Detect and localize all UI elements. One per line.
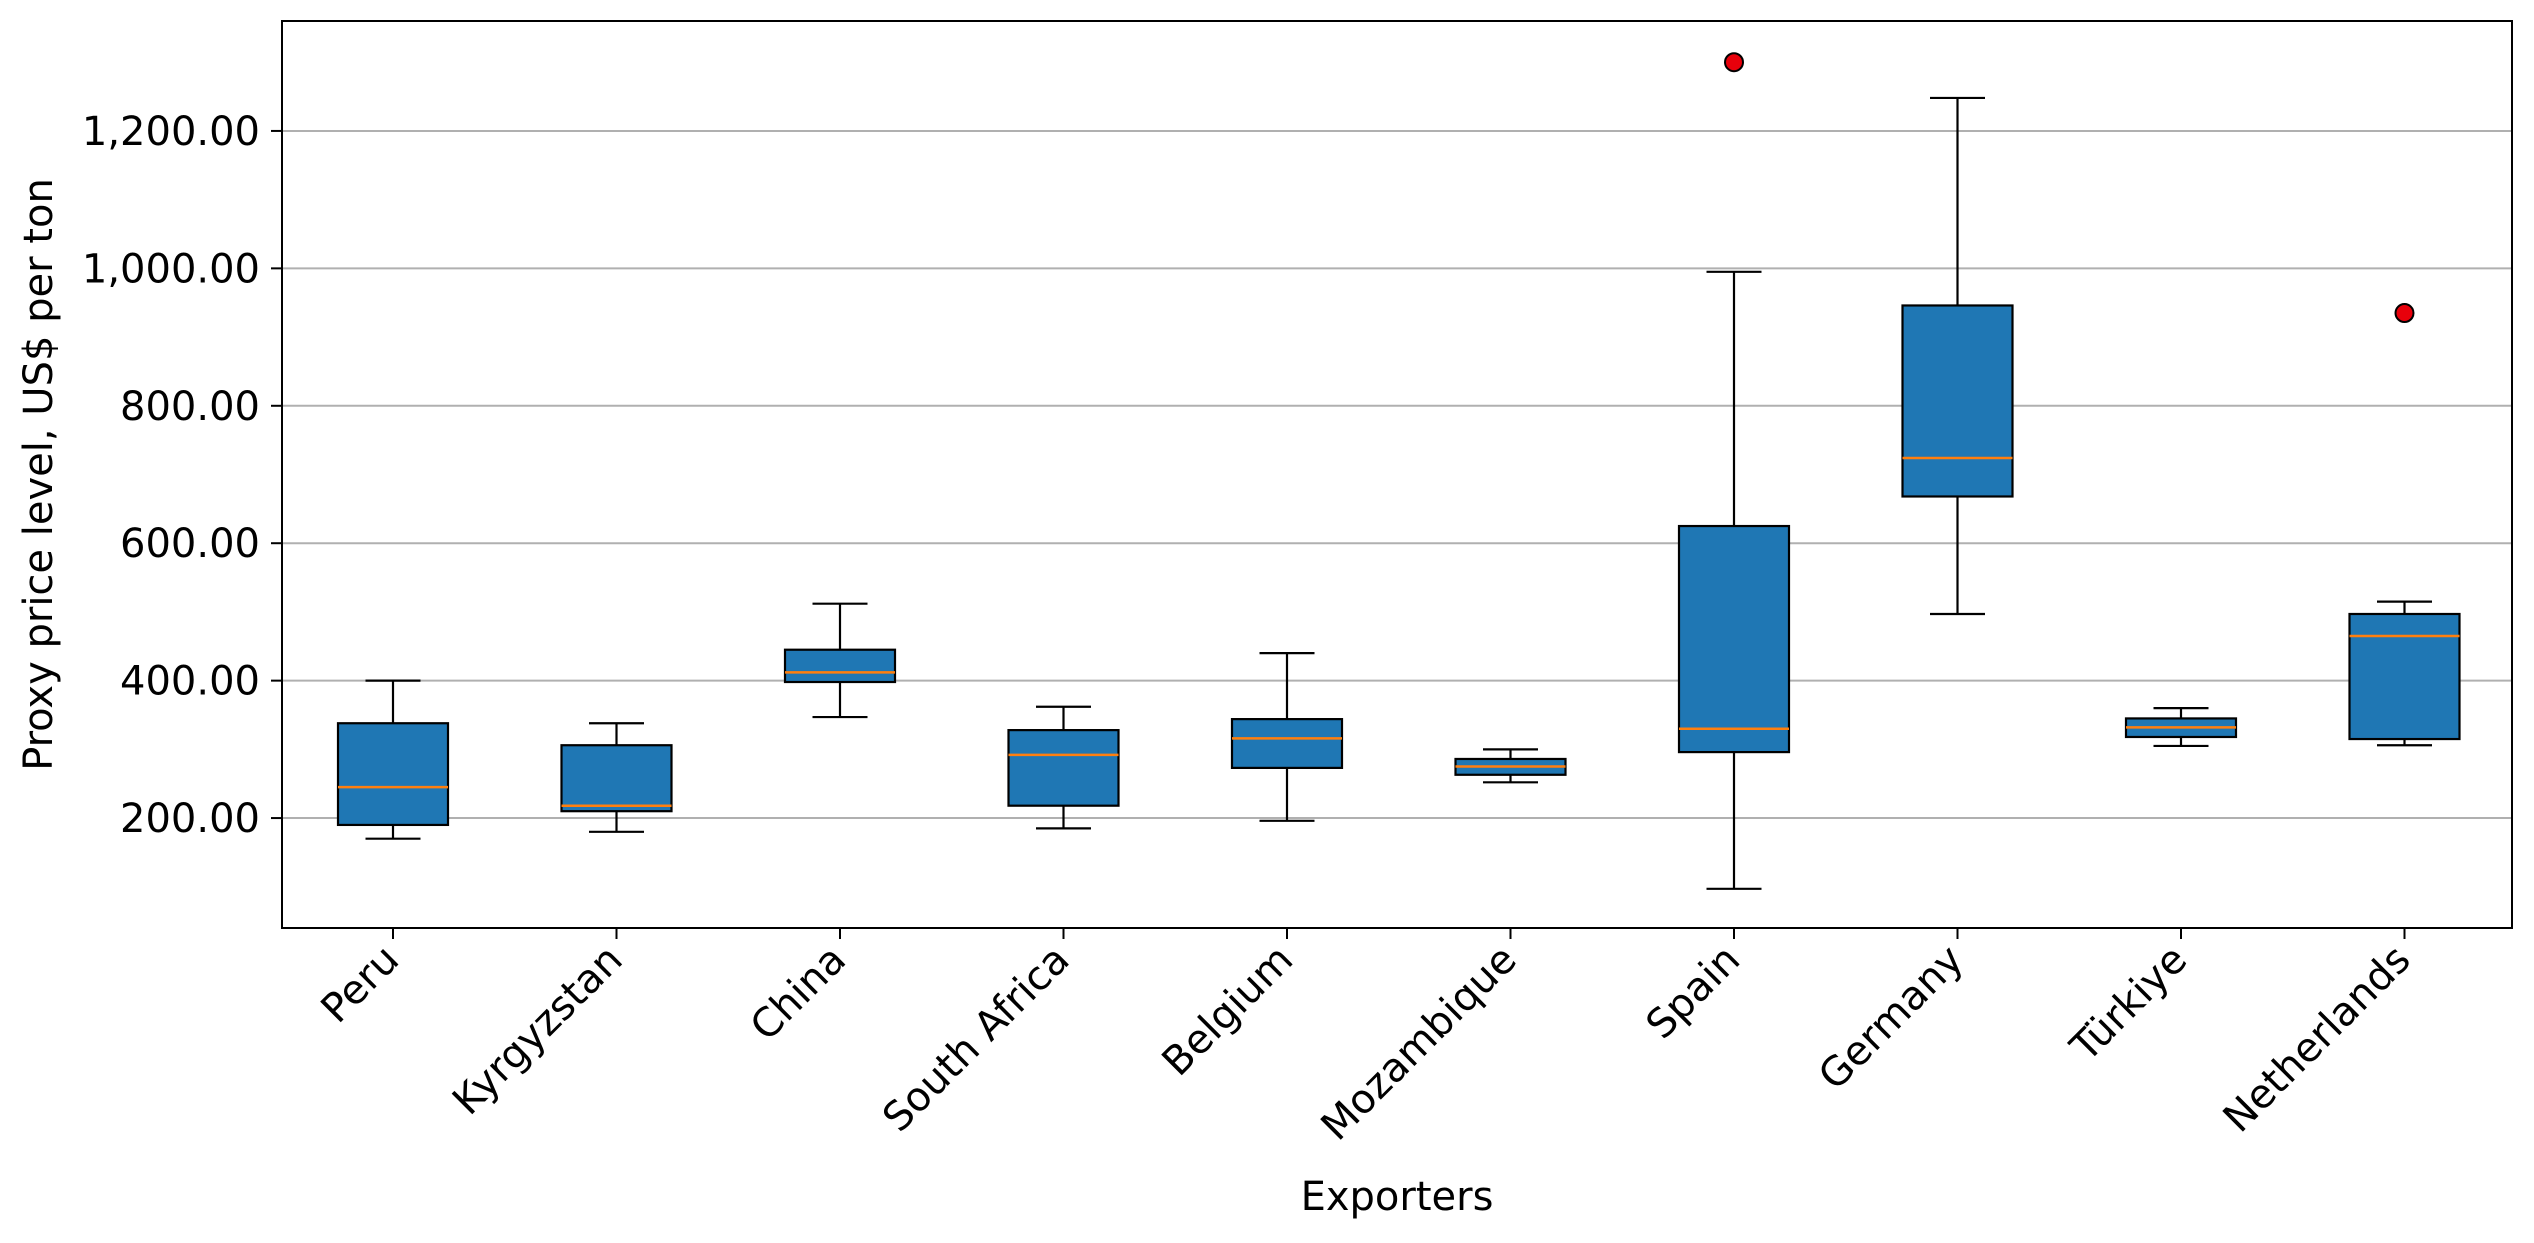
box-netherlands [2348, 303, 2461, 747]
box-china [783, 602, 897, 719]
x-tick-label: Peru [313, 937, 409, 1033]
box-kyrgyzstan [560, 722, 673, 833]
box-germany [1901, 96, 2014, 616]
iqr-box [2348, 612, 2461, 741]
y-tick-label: 400.00 [120, 659, 260, 705]
x-tick-label: Mozambique [1313, 937, 1526, 1150]
box-mozambique [1454, 748, 1567, 784]
box-belgium [1230, 652, 1344, 822]
x-tick-label: Belgium [1154, 937, 1302, 1085]
x-tick-label: Germany [1810, 937, 1973, 1100]
iqr-box [1677, 524, 1791, 754]
box-south-africa [1007, 705, 1120, 830]
iqr-box [336, 722, 450, 827]
x-axis-ticks: Peru Kyrgyzstan China South Africa Belgium Mo… [313, 928, 2420, 1150]
x-tick-label: China [742, 937, 855, 1050]
plot-frame [281, 20, 2513, 929]
y-tick-label: 800.00 [120, 384, 260, 430]
iqr-box [1007, 729, 1120, 807]
y-tick-label: 200.00 [120, 796, 260, 842]
x-tick-label: Netherlands [2215, 937, 2420, 1142]
x-tick-label: South Africa [874, 937, 1078, 1141]
y-axis-title: Proxy price level, US$ per ton [16, 178, 62, 771]
grid-lines [282, 129, 2512, 820]
iqr-box [783, 648, 897, 684]
box-spain [1677, 52, 1791, 890]
y-tick-label: 600.00 [120, 521, 260, 567]
y-tick-label: 1,200.00 [82, 109, 260, 155]
x-tick-label: Türkiye [2061, 937, 2196, 1072]
box-peru [336, 679, 450, 840]
x-axis-title: Exporters [1301, 1174, 1494, 1220]
box-series [336, 52, 2461, 890]
outlier-point [2394, 303, 2415, 324]
y-tick-label: 1,000.00 [82, 246, 260, 292]
x-tick-label: Spain [1638, 937, 1750, 1049]
iqr-box [560, 744, 673, 813]
x-tick-label: Kyrgyzstan [444, 937, 632, 1125]
outlier-point [1724, 52, 1744, 73]
y-axis-ticks: 200.00 400.00 600.00 800.00 1,000.00 1,200.00 [82, 109, 282, 842]
iqr-box [1901, 304, 2014, 498]
box-türkiye [2124, 707, 2238, 748]
iqr-box [1230, 718, 1344, 770]
